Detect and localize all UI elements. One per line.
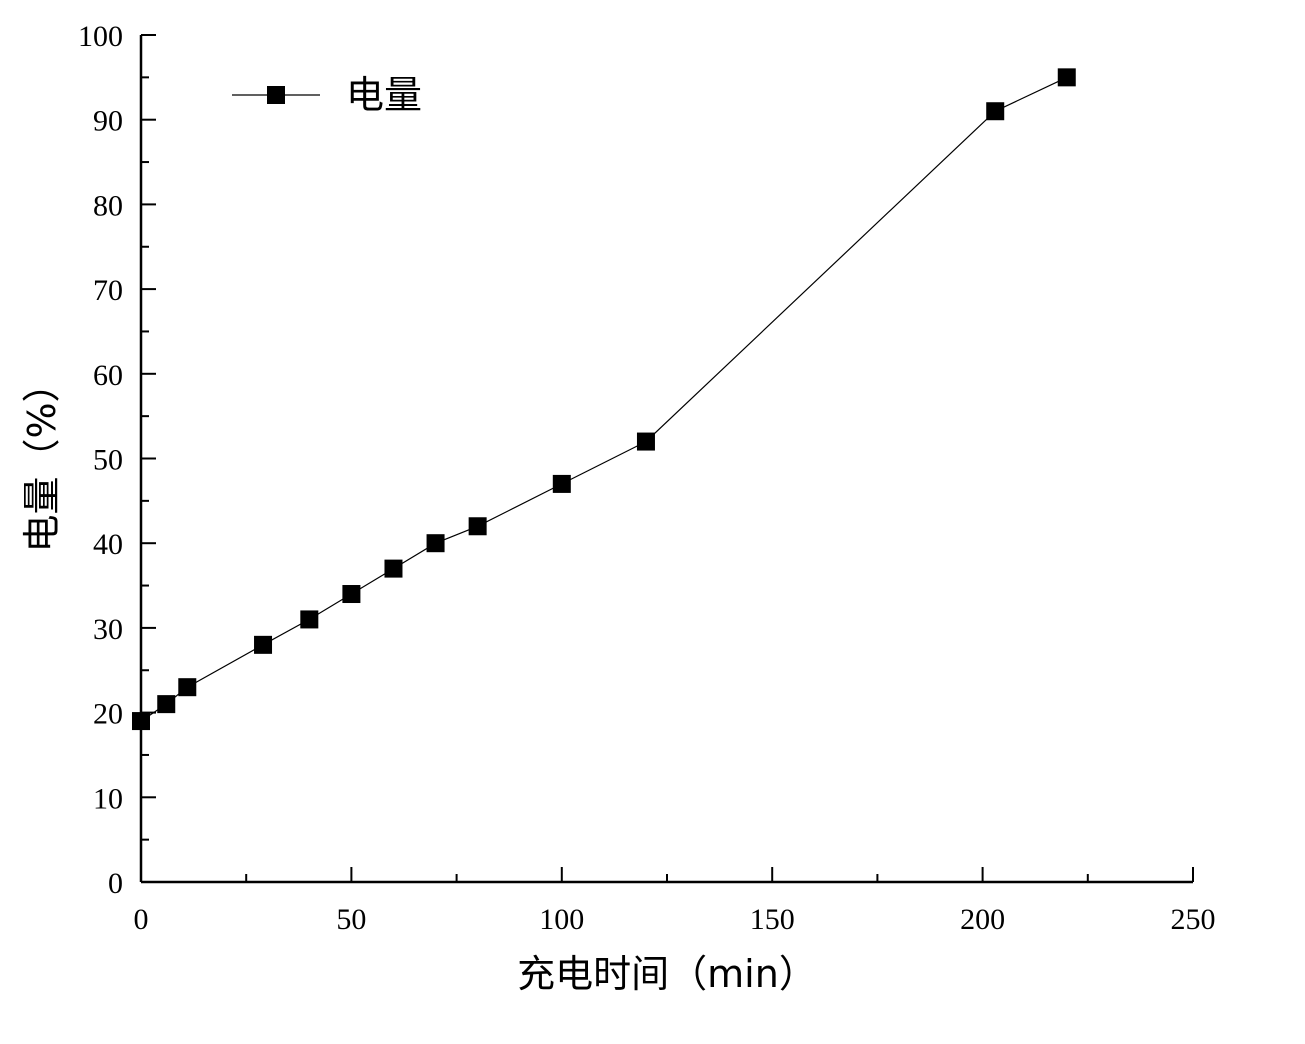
legend: 电量: [232, 73, 422, 117]
y-tick-label: 30: [93, 613, 123, 646]
y-tick-label: 20: [93, 698, 123, 731]
legend-marker: [267, 86, 285, 104]
x-axis-title: 充电时间（min）: [517, 952, 817, 996]
ticks: [140, 34, 1194, 883]
y-axis-title: 电量（%）: [20, 364, 64, 552]
y-tick-label: 0: [108, 867, 123, 900]
x-tick-label: 150: [750, 903, 795, 936]
y-tick-label: 70: [93, 274, 123, 307]
data-point-marker: [300, 610, 319, 629]
legend-label: 电量: [346, 73, 422, 117]
data-point-marker: [1057, 68, 1076, 87]
y-tick-label: 50: [93, 444, 123, 477]
axes: [139, 35, 1193, 884]
y-tick-label: 10: [93, 782, 123, 815]
y-tick-label: 40: [93, 528, 123, 561]
y-tick-label: 80: [93, 189, 123, 222]
y-tick-label: 90: [93, 105, 123, 138]
data-point-marker: [468, 517, 487, 536]
series-markers: [132, 68, 1076, 731]
series-lines: [140, 76, 1068, 722]
data-point-marker: [426, 534, 445, 553]
x-tick-label: 0: [134, 903, 149, 936]
data-point-marker: [254, 635, 273, 654]
data-point-marker: [636, 432, 655, 451]
tick-labels: 0 50 100 150 200 250 0 10 20 30 40 50 60 70 80 90 100: [78, 20, 1216, 936]
data-point-marker: [384, 559, 403, 578]
x-tick-label: 50: [336, 903, 366, 936]
data-point-marker: [157, 695, 176, 714]
y-tick-label: 100: [78, 20, 123, 53]
series-line: [140, 76, 1068, 722]
x-tick-label: 250: [1171, 903, 1216, 936]
y-tick-label: 60: [93, 359, 123, 392]
data-point-marker: [132, 712, 150, 731]
data-point-marker: [986, 102, 1005, 121]
data-point-marker: [178, 678, 197, 697]
x-tick-label: 100: [539, 903, 584, 936]
data-point-marker: [342, 585, 361, 604]
x-tick-label: 200: [960, 903, 1005, 936]
data-point-marker: [552, 474, 571, 493]
